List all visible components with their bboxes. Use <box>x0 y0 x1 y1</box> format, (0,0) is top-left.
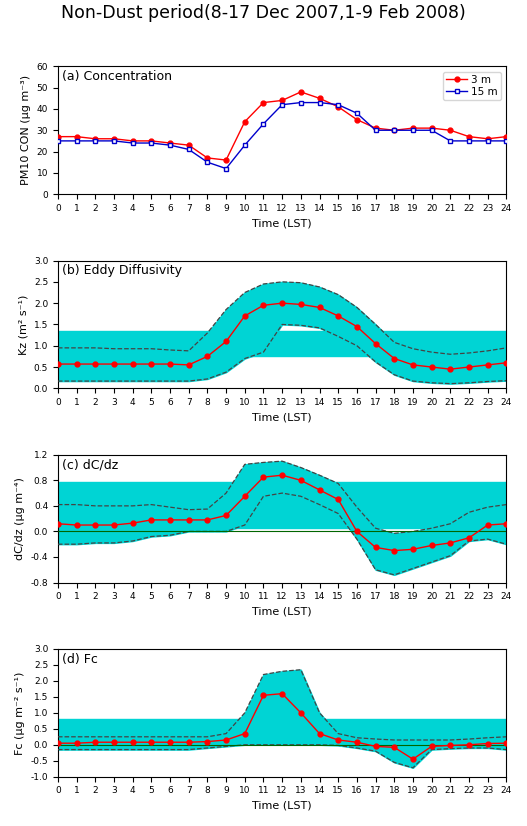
Text: (c) dC/dz: (c) dC/dz <box>62 458 119 472</box>
15 m <box>130 138 136 148</box>
3 m <box>466 131 472 141</box>
Y-axis label: dC/dz (μg m⁻⁴): dC/dz (μg m⁻⁴) <box>15 477 25 560</box>
15 m <box>466 136 472 146</box>
15 m <box>223 164 229 173</box>
3 m <box>354 115 360 125</box>
X-axis label: Time (LST): Time (LST) <box>252 413 312 423</box>
Y-axis label: Kz (m² s⁻¹): Kz (m² s⁻¹) <box>18 294 28 354</box>
3 m <box>167 138 173 148</box>
3 m <box>503 131 510 141</box>
15 m <box>260 119 267 129</box>
3 m <box>298 87 304 97</box>
3 m <box>279 96 285 106</box>
15 m <box>55 136 61 146</box>
Text: Non-Dust period(8-17 Dec 2007,1-9 Feb 2008): Non-Dust period(8-17 Dec 2007,1-9 Feb 20… <box>61 4 466 22</box>
Text: (b) Eddy Diffusivity: (b) Eddy Diffusivity <box>62 264 182 278</box>
3 m <box>428 123 435 133</box>
15 m <box>335 100 341 110</box>
3 m <box>55 131 61 141</box>
15 m <box>204 157 211 167</box>
3 m <box>316 93 323 103</box>
3 m <box>410 123 416 133</box>
Line: 3 m: 3 m <box>55 89 509 163</box>
15 m <box>111 136 117 146</box>
3 m <box>241 116 248 126</box>
15 m <box>316 97 323 107</box>
15 m <box>167 140 173 150</box>
Text: (d) Fc: (d) Fc <box>62 653 98 666</box>
3 m <box>148 136 154 146</box>
15 m <box>73 136 80 146</box>
15 m <box>447 136 453 146</box>
15 m <box>148 138 154 148</box>
3 m <box>92 134 99 144</box>
3 m <box>373 123 379 133</box>
15 m <box>354 108 360 118</box>
15 m <box>186 145 192 154</box>
15 m <box>279 100 285 110</box>
3 m <box>391 126 397 135</box>
15 m <box>503 136 510 146</box>
X-axis label: Time (LST): Time (LST) <box>252 607 312 617</box>
15 m <box>484 136 491 146</box>
15 m <box>391 126 397 135</box>
15 m <box>92 136 99 146</box>
3 m <box>447 126 453 135</box>
3 m <box>484 134 491 144</box>
Y-axis label: Fc (μg m⁻² s⁻¹): Fc (μg m⁻² s⁻¹) <box>15 672 25 754</box>
Y-axis label: PM10 CON (μg m⁻³): PM10 CON (μg m⁻³) <box>21 75 31 185</box>
15 m <box>373 126 379 135</box>
3 m <box>186 140 192 150</box>
3 m <box>223 155 229 165</box>
3 m <box>260 97 267 107</box>
Line: 15 m: 15 m <box>55 100 509 171</box>
3 m <box>204 153 211 163</box>
X-axis label: Time (LST): Time (LST) <box>252 801 312 811</box>
Text: (a) Concentration: (a) Concentration <box>62 70 172 83</box>
X-axis label: Time (LST): Time (LST) <box>252 218 312 229</box>
3 m <box>111 134 117 144</box>
15 m <box>241 140 248 150</box>
15 m <box>298 97 304 107</box>
Legend: 3 m, 15 m: 3 m, 15 m <box>443 72 501 100</box>
3 m <box>130 136 136 146</box>
15 m <box>410 126 416 135</box>
3 m <box>335 102 341 112</box>
3 m <box>73 131 80 141</box>
15 m <box>428 126 435 135</box>
